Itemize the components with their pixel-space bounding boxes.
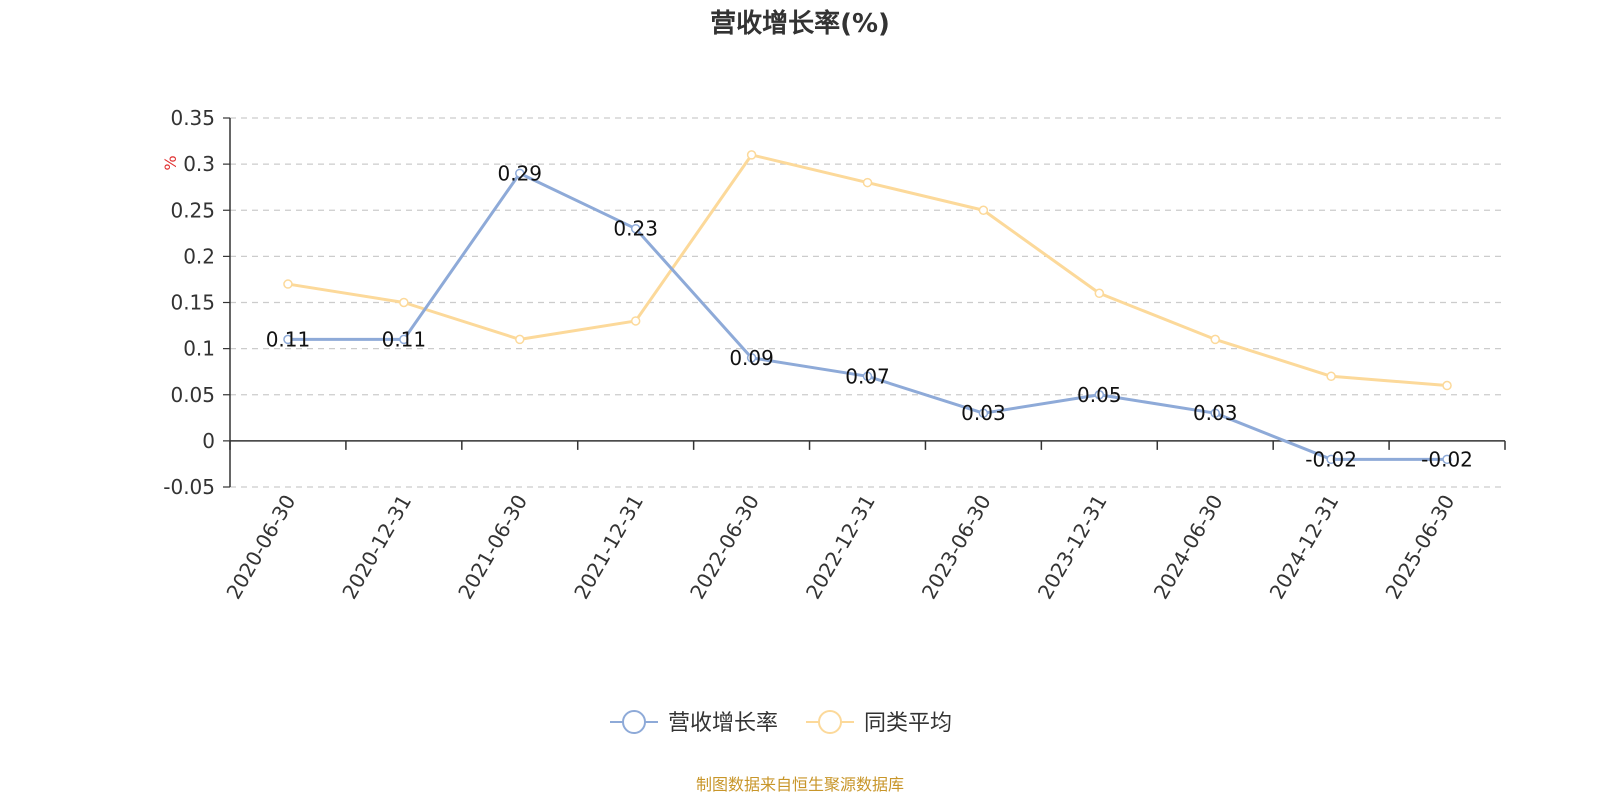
- y-tick-label: 0.2: [183, 244, 215, 268]
- series-line: [287, 171, 1448, 461]
- grid-layer: [230, 117, 1505, 488]
- y-tick-label: 0.15: [170, 291, 215, 315]
- data-label: 0.09: [729, 346, 774, 370]
- series-line: [287, 153, 1448, 388]
- data-labels-layer: 0.11 0.11 0.29 0.23 0.09 0.07 0.03 0.05 0.03 -0.0…: [266, 161, 1473, 471]
- data-label: -0.02: [1421, 447, 1473, 471]
- data-point[interactable]: [1210, 334, 1220, 345]
- data-point[interactable]: [978, 205, 989, 215]
- data-label: 0.29: [498, 161, 543, 185]
- data-point[interactable]: [283, 334, 293, 345]
- data-point[interactable]: [630, 316, 641, 326]
- x-tick-label: 2022-12-31: [801, 491, 880, 604]
- data-point[interactable]: [978, 408, 989, 418]
- legend-label: 营收增长率: [668, 711, 778, 736]
- legend-item[interactable]: 营收增长率: [610, 710, 778, 736]
- data-point[interactable]: [630, 223, 641, 234]
- x-tick-label: 2022-06-30: [685, 491, 764, 604]
- x-tick-label: 2023-12-31: [1033, 491, 1112, 604]
- legend-circle-icon: [818, 710, 842, 734]
- data-label: 0.07: [845, 364, 890, 388]
- data-label: 0.05: [1077, 383, 1122, 407]
- y-tick-label: 0: [202, 429, 215, 453]
- y-tick-label: 0.05: [170, 383, 215, 407]
- data-point[interactable]: [1094, 390, 1105, 400]
- data-label: -0.02: [1305, 447, 1357, 471]
- axes-layer: -0.05 0 0.05 0.1 0.15 0.2 0.25 0.3 0.35 2020-06-3…: [163, 106, 1506, 604]
- x-tick-label: 2020-12-31: [337, 491, 416, 604]
- data-label: 0.03: [1193, 401, 1238, 425]
- x-tick-label: 2025-06-30: [1380, 491, 1459, 604]
- y-tick-label: 0.35: [170, 106, 215, 130]
- y-tick-label: 0.3: [183, 152, 215, 176]
- data-label: 0.03: [961, 401, 1006, 425]
- data-point[interactable]: [515, 168, 525, 179]
- legend-label: 同类平均: [864, 711, 952, 736]
- y-tick-label: -0.05: [163, 475, 215, 499]
- data-point[interactable]: [283, 279, 293, 289]
- data-point[interactable]: [862, 371, 873, 382]
- x-tick-label: 2023-06-30: [917, 491, 996, 604]
- data-label: 0.11: [382, 327, 427, 351]
- chart-title: 营收增长率(%): [710, 8, 890, 39]
- data-point[interactable]: [1326, 454, 1336, 465]
- data-point[interactable]: [1442, 380, 1452, 391]
- x-tick-label: 2024-06-30: [1149, 491, 1228, 604]
- data-point[interactable]: [399, 297, 409, 308]
- data-point[interactable]: [1442, 454, 1452, 465]
- data-point[interactable]: [746, 353, 757, 363]
- source-note: 制图数据来自恒生聚源数据库: [696, 775, 904, 794]
- data-point[interactable]: [746, 150, 757, 160]
- x-tick-label: 2021-12-31: [569, 491, 648, 604]
- data-point[interactable]: [862, 177, 873, 188]
- data-point[interactable]: [515, 334, 525, 345]
- y-axis-label: %: [161, 155, 180, 170]
- legend: 营收增长率 同类平均: [610, 710, 952, 736]
- legend-circle-icon: [622, 710, 646, 734]
- data-point[interactable]: [399, 334, 409, 345]
- x-tick-label: 2021-06-30: [453, 491, 532, 604]
- data-label: 0.23: [613, 217, 658, 241]
- x-tick-label: 2024-12-31: [1265, 491, 1344, 604]
- data-point[interactable]: [1094, 288, 1105, 299]
- series-layer: [283, 150, 1452, 465]
- data-label: 0.11: [266, 327, 311, 351]
- legend-item[interactable]: 同类平均: [806, 710, 952, 736]
- x-tick-label: 2020-06-30: [221, 491, 300, 604]
- y-tick-label: 0.25: [170, 198, 215, 222]
- data-point[interactable]: [1326, 371, 1336, 382]
- data-point[interactable]: [1210, 408, 1220, 418]
- y-tick-label: 0.1: [183, 337, 215, 361]
